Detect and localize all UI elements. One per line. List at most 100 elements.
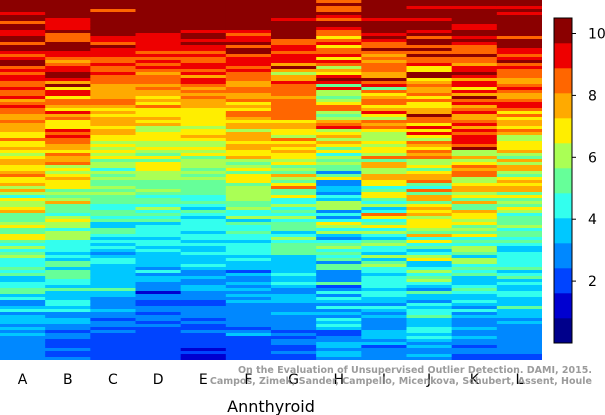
- heatmap-cell: [496, 3, 542, 7]
- heatmap-cell: [180, 345, 227, 349]
- heatmap-cell: [45, 312, 91, 316]
- heatmap-cell: [225, 297, 272, 301]
- heatmap-cell: [135, 267, 182, 271]
- heatmap-cell: [225, 9, 272, 13]
- heatmap-cell: [271, 0, 317, 4]
- heatmap-cell: [316, 342, 362, 346]
- colorbar-segment: [554, 268, 572, 294]
- heatmap-cell: [135, 228, 182, 232]
- heatmap-cell: [0, 174, 46, 178]
- heatmap-cell: [406, 102, 453, 106]
- heatmap-cell: [361, 342, 408, 346]
- heatmap-cell: [271, 282, 317, 286]
- heatmap-cell: [0, 117, 46, 121]
- heatmap-cell: [451, 243, 498, 247]
- heatmap-cell: [451, 6, 498, 10]
- heatmap-cell: [406, 333, 453, 337]
- heatmap-cell: [0, 213, 46, 217]
- heatmap-cell: [361, 207, 408, 211]
- colorbar-tick-label: 4: [588, 212, 597, 228]
- heatmap-cell: [225, 39, 272, 43]
- heatmap-cell: [271, 213, 317, 217]
- heatmap-cell: [316, 198, 362, 202]
- heatmap-cell: [316, 141, 362, 145]
- heatmap-cell: [0, 150, 46, 154]
- heatmap-cell: [316, 90, 362, 94]
- heatmap-cell: [45, 234, 91, 238]
- heatmap-cell: [271, 120, 317, 124]
- heatmap-cell: [90, 147, 137, 151]
- heatmap-cell: [135, 138, 182, 142]
- heatmap-cell: [135, 27, 182, 31]
- heatmap-cell: [90, 207, 137, 211]
- heatmap-cell: [406, 24, 453, 28]
- heatmap-cell: [361, 261, 408, 265]
- heatmap-cell: [45, 132, 91, 136]
- heatmap-cell: [271, 84, 317, 88]
- heatmap-cell: [180, 21, 227, 25]
- heatmap-cell: [451, 180, 498, 184]
- heatmap-cell: [180, 210, 227, 214]
- heatmap-cell: [225, 123, 272, 127]
- heatmap-cell: [361, 126, 408, 130]
- heatmap-cell: [406, 36, 453, 40]
- heatmap-cell: [361, 348, 408, 352]
- heatmap-cell: [135, 36, 182, 40]
- heatmap-cell: [0, 96, 46, 100]
- heatmap-cell: [180, 66, 227, 70]
- heatmap-cell: [225, 270, 272, 274]
- heatmap-cell: [90, 201, 137, 205]
- heatmap-cell: [0, 327, 46, 331]
- heatmap-cell: [496, 15, 542, 19]
- heatmap-cell: [451, 321, 498, 325]
- heatmap-cell: [180, 294, 227, 298]
- heatmap-cell: [316, 15, 362, 19]
- heatmap-cell: [180, 285, 227, 289]
- heatmap-cell: [316, 246, 362, 250]
- heatmap-cell: [496, 123, 542, 127]
- heatmap-cell: [90, 348, 137, 352]
- heatmap-cell: [225, 45, 272, 49]
- heatmap-cell: [406, 258, 453, 262]
- heatmap-cell: [361, 117, 408, 121]
- heatmap-cell: [225, 138, 272, 142]
- heatmap-cell: [45, 42, 91, 46]
- heatmap-cell: [451, 27, 498, 31]
- heatmap-cell: [90, 327, 137, 331]
- heatmap-cell: [225, 285, 272, 289]
- heatmap-cell: [135, 42, 182, 46]
- heatmap-cell: [316, 309, 362, 313]
- heatmap-cell: [316, 132, 362, 136]
- heatmap-cell: [0, 342, 46, 346]
- heatmap-cell: [496, 177, 542, 181]
- heatmap-cell: [180, 105, 227, 109]
- heatmap-cell: [361, 222, 408, 226]
- heatmap-cell: [316, 60, 362, 64]
- heatmap-cell: [90, 312, 137, 316]
- heatmap-cell: [225, 252, 272, 256]
- heatmap-cell: [316, 288, 362, 292]
- heatmap-cell: [0, 210, 46, 214]
- heatmap-cell: [316, 300, 362, 304]
- heatmap-cell: [225, 351, 272, 355]
- heatmap-cell: [0, 120, 46, 124]
- heatmap-cell: [180, 0, 227, 4]
- heatmap-cell: [361, 9, 408, 13]
- heatmap-cell: [225, 72, 272, 76]
- heatmap-cell: [496, 24, 542, 28]
- heatmap-cell: [135, 120, 182, 124]
- heatmap-cell: [451, 261, 498, 265]
- heatmap-cell: [90, 159, 137, 163]
- heatmap-cell: [496, 216, 542, 220]
- heatmap-cell: [0, 15, 46, 19]
- heatmap-cell: [316, 201, 362, 205]
- heatmap-cell: [135, 171, 182, 175]
- heatmap-cell: [496, 93, 542, 97]
- heatmap-column-K: [451, 0, 498, 360]
- heatmap-cell: [361, 246, 408, 250]
- heatmap-cell: [496, 69, 542, 73]
- heatmap-cell: [451, 285, 498, 289]
- heatmap-cell: [361, 18, 408, 22]
- heatmap-cell: [180, 33, 227, 37]
- heatmap-cell: [45, 240, 91, 244]
